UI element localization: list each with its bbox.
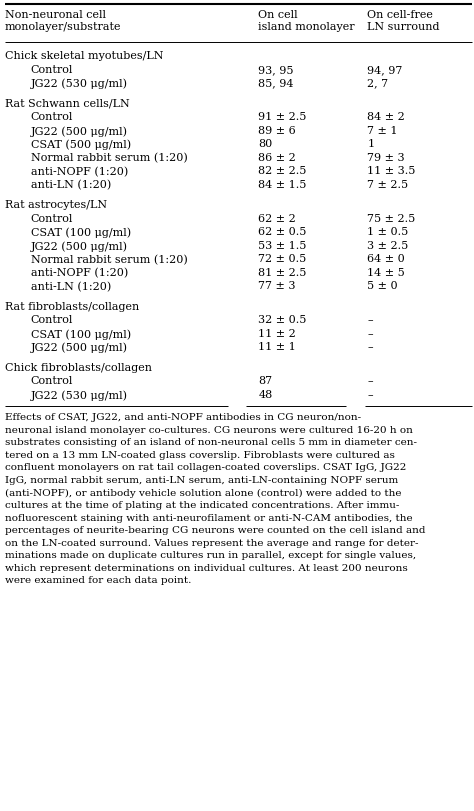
Text: 86 ± 2: 86 ± 2 bbox=[258, 153, 296, 163]
Text: percentages of neurite-bearing CG neurons were counted on the cell island and: percentages of neurite-bearing CG neuron… bbox=[5, 526, 425, 535]
Text: 32 ± 0.5: 32 ± 0.5 bbox=[258, 315, 307, 325]
Text: tered on a 13 mm LN-coated glass coverslip. Fibroblasts were cultured as: tered on a 13 mm LN-coated glass coversl… bbox=[5, 451, 395, 460]
Text: Normal rabbit serum (1:20): Normal rabbit serum (1:20) bbox=[31, 153, 188, 163]
Text: CSAT (100 μg/ml): CSAT (100 μg/ml) bbox=[31, 227, 131, 238]
Text: Non-neuronal cell
monolayer/substrate: Non-neuronal cell monolayer/substrate bbox=[5, 10, 121, 32]
Text: JG22 (500 μg/ml): JG22 (500 μg/ml) bbox=[31, 126, 128, 136]
Text: 11 ± 2: 11 ± 2 bbox=[258, 329, 296, 339]
Text: –: – bbox=[367, 329, 373, 339]
Text: cultures at the time of plating at the indicated concentrations. After immu-: cultures at the time of plating at the i… bbox=[5, 501, 399, 510]
Text: Effects of CSAT, JG22, and anti-NOPF antibodies in CG neuron/non-: Effects of CSAT, JG22, and anti-NOPF ant… bbox=[5, 413, 361, 423]
Text: –: – bbox=[367, 376, 373, 387]
Text: Chick skeletal myotubes/LN: Chick skeletal myotubes/LN bbox=[5, 51, 163, 62]
Text: JG22 (500 μg/ml): JG22 (500 μg/ml) bbox=[31, 342, 128, 353]
Text: Chick fibroblasts/collagen: Chick fibroblasts/collagen bbox=[5, 363, 152, 373]
Text: 77 ± 3: 77 ± 3 bbox=[258, 281, 296, 291]
Text: Control: Control bbox=[31, 376, 73, 387]
Text: 1: 1 bbox=[367, 139, 374, 149]
Text: 64 ± 0: 64 ± 0 bbox=[367, 255, 405, 264]
Text: anti-NOPF (1:20): anti-NOPF (1:20) bbox=[31, 166, 128, 177]
Text: anti-LN (1:20): anti-LN (1:20) bbox=[31, 180, 111, 191]
Text: 79 ± 3: 79 ± 3 bbox=[367, 153, 405, 163]
Text: Control: Control bbox=[31, 113, 73, 122]
Text: Rat fibroblasts/collagen: Rat fibroblasts/collagen bbox=[5, 302, 139, 312]
Text: 62 ± 0.5: 62 ± 0.5 bbox=[258, 227, 307, 238]
Text: anti-NOPF (1:20): anti-NOPF (1:20) bbox=[31, 268, 128, 278]
Text: on the LN-coated surround. Values represent the average and range for deter-: on the LN-coated surround. Values repres… bbox=[5, 539, 418, 547]
Text: 3 ± 2.5: 3 ± 2.5 bbox=[367, 241, 409, 251]
Text: (anti-NOPF), or antibody vehicle solution alone (control) were added to the: (anti-NOPF), or antibody vehicle solutio… bbox=[5, 488, 401, 498]
Text: 87: 87 bbox=[258, 376, 273, 387]
Text: CSAT (100 μg/ml): CSAT (100 μg/ml) bbox=[31, 329, 131, 340]
Text: 11 ± 1: 11 ± 1 bbox=[258, 342, 296, 353]
Text: Control: Control bbox=[31, 214, 73, 224]
Text: nofluorescent staining with anti-neurofilament or anti-N-CAM antibodies, the: nofluorescent staining with anti-neurofi… bbox=[5, 513, 412, 522]
Text: 93, 95: 93, 95 bbox=[258, 65, 294, 75]
Text: 48: 48 bbox=[258, 390, 273, 400]
Text: anti-LN (1:20): anti-LN (1:20) bbox=[31, 281, 111, 292]
Text: which represent determinations on individual cultures. At least 200 neurons: which represent determinations on indivi… bbox=[5, 564, 408, 573]
Text: 11 ± 3.5: 11 ± 3.5 bbox=[367, 166, 416, 177]
Text: Rat Schwann cells/LN: Rat Schwann cells/LN bbox=[5, 99, 129, 109]
Text: were examined for each data point.: were examined for each data point. bbox=[5, 577, 191, 586]
Text: JG22 (530 μg/ml): JG22 (530 μg/ml) bbox=[31, 390, 128, 401]
Text: 62 ± 2: 62 ± 2 bbox=[258, 214, 296, 224]
Text: Normal rabbit serum (1:20): Normal rabbit serum (1:20) bbox=[31, 255, 188, 264]
Text: JG22 (500 μg/ml): JG22 (500 μg/ml) bbox=[31, 241, 128, 251]
Text: 53 ± 1.5: 53 ± 1.5 bbox=[258, 241, 307, 251]
Text: 82 ± 2.5: 82 ± 2.5 bbox=[258, 166, 307, 177]
Text: 5 ± 0: 5 ± 0 bbox=[367, 281, 398, 291]
Text: 94, 97: 94, 97 bbox=[367, 65, 403, 75]
Text: –: – bbox=[367, 342, 373, 353]
Text: 14 ± 5: 14 ± 5 bbox=[367, 268, 405, 278]
Text: CSAT (500 μg/ml): CSAT (500 μg/ml) bbox=[31, 139, 131, 150]
Text: IgG, normal rabbit serum, anti-LN serum, anti-LN-containing NOPF serum: IgG, normal rabbit serum, anti-LN serum,… bbox=[5, 476, 398, 485]
Text: –: – bbox=[367, 315, 373, 325]
Text: 72 ± 0.5: 72 ± 0.5 bbox=[258, 255, 307, 264]
Text: minations made on duplicate cultures run in parallel, except for single values,: minations made on duplicate cultures run… bbox=[5, 551, 416, 560]
Text: substrates consisting of an island of non-neuronal cells 5 mm in diameter cen-: substrates consisting of an island of no… bbox=[5, 438, 417, 448]
Text: 81 ± 2.5: 81 ± 2.5 bbox=[258, 268, 307, 278]
Text: 7 ± 1: 7 ± 1 bbox=[367, 126, 398, 136]
Text: Control: Control bbox=[31, 315, 73, 325]
Text: 1 ± 0.5: 1 ± 0.5 bbox=[367, 227, 409, 238]
Text: 80: 80 bbox=[258, 139, 273, 149]
Text: confluent monolayers on rat tail collagen-coated coverslips. CSAT IgG, JG22: confluent monolayers on rat tail collage… bbox=[5, 463, 406, 473]
Text: neuronal island monolayer co-cultures. CG neurons were cultured 16-20 h on: neuronal island monolayer co-cultures. C… bbox=[5, 426, 412, 435]
Text: Rat astrocytes/LN: Rat astrocytes/LN bbox=[5, 200, 107, 210]
Text: 2, 7: 2, 7 bbox=[367, 79, 389, 88]
Text: 75 ± 2.5: 75 ± 2.5 bbox=[367, 214, 416, 224]
Text: –: – bbox=[367, 390, 373, 400]
Text: 84 ± 1.5: 84 ± 1.5 bbox=[258, 180, 307, 190]
Text: JG22 (530 μg/ml): JG22 (530 μg/ml) bbox=[31, 79, 128, 89]
Text: 89 ± 6: 89 ± 6 bbox=[258, 126, 296, 136]
Text: 84 ± 2: 84 ± 2 bbox=[367, 113, 405, 122]
Text: 7 ± 2.5: 7 ± 2.5 bbox=[367, 180, 409, 190]
Text: 91 ± 2.5: 91 ± 2.5 bbox=[258, 113, 307, 122]
Text: 85, 94: 85, 94 bbox=[258, 79, 294, 88]
Text: On cell
island monolayer: On cell island monolayer bbox=[258, 10, 355, 32]
Text: On cell-free
LN surround: On cell-free LN surround bbox=[367, 10, 440, 32]
Text: Control: Control bbox=[31, 65, 73, 75]
